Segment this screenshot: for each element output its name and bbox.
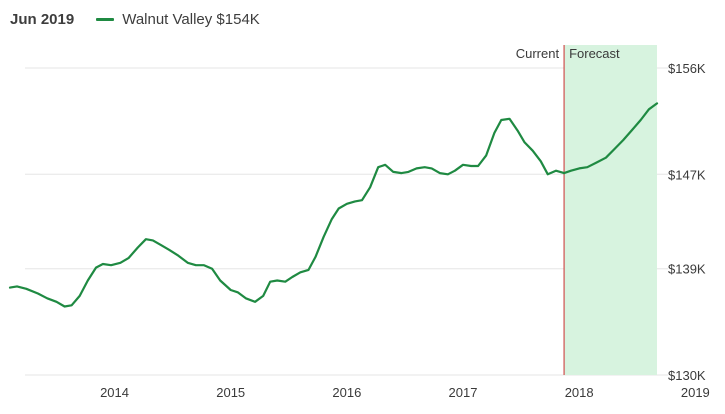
y-tick-label: $130K <box>668 368 706 383</box>
current-label: Current <box>516 46 560 61</box>
legend-label: Walnut Valley $154K <box>122 10 260 28</box>
legend-swatch <box>96 17 115 21</box>
chart-header: Jun 2019 Walnut Valley $154K <box>10 9 260 29</box>
y-tick-label: $139K <box>668 262 706 277</box>
gridlines <box>25 67 668 376</box>
x-tick-label: 2019 <box>681 385 710 400</box>
price-history-line[interactable] <box>8 117 566 308</box>
price-forecast-line[interactable] <box>563 102 659 175</box>
y-axis-labels: $156K $147K $139K $130K <box>668 61 706 383</box>
forecast-label: Forecast <box>569 46 620 61</box>
x-tick-label: 2015 <box>216 385 245 400</box>
x-tick-label: 2017 <box>449 385 478 400</box>
x-tick-label: 2016 <box>332 385 361 400</box>
x-axis-labels: 2014 2015 2016 2017 2018 2019 <box>100 385 710 400</box>
x-tick-label: 2018 <box>565 385 594 400</box>
forecast-region <box>564 45 657 375</box>
legend[interactable]: Walnut Valley $154K <box>96 11 260 28</box>
y-tick-label: $156K <box>668 61 706 76</box>
selected-date: Jun 2019 <box>10 10 75 28</box>
x-tick-label: 2014 <box>100 385 129 400</box>
y-tick-label: $147K <box>668 167 706 182</box>
